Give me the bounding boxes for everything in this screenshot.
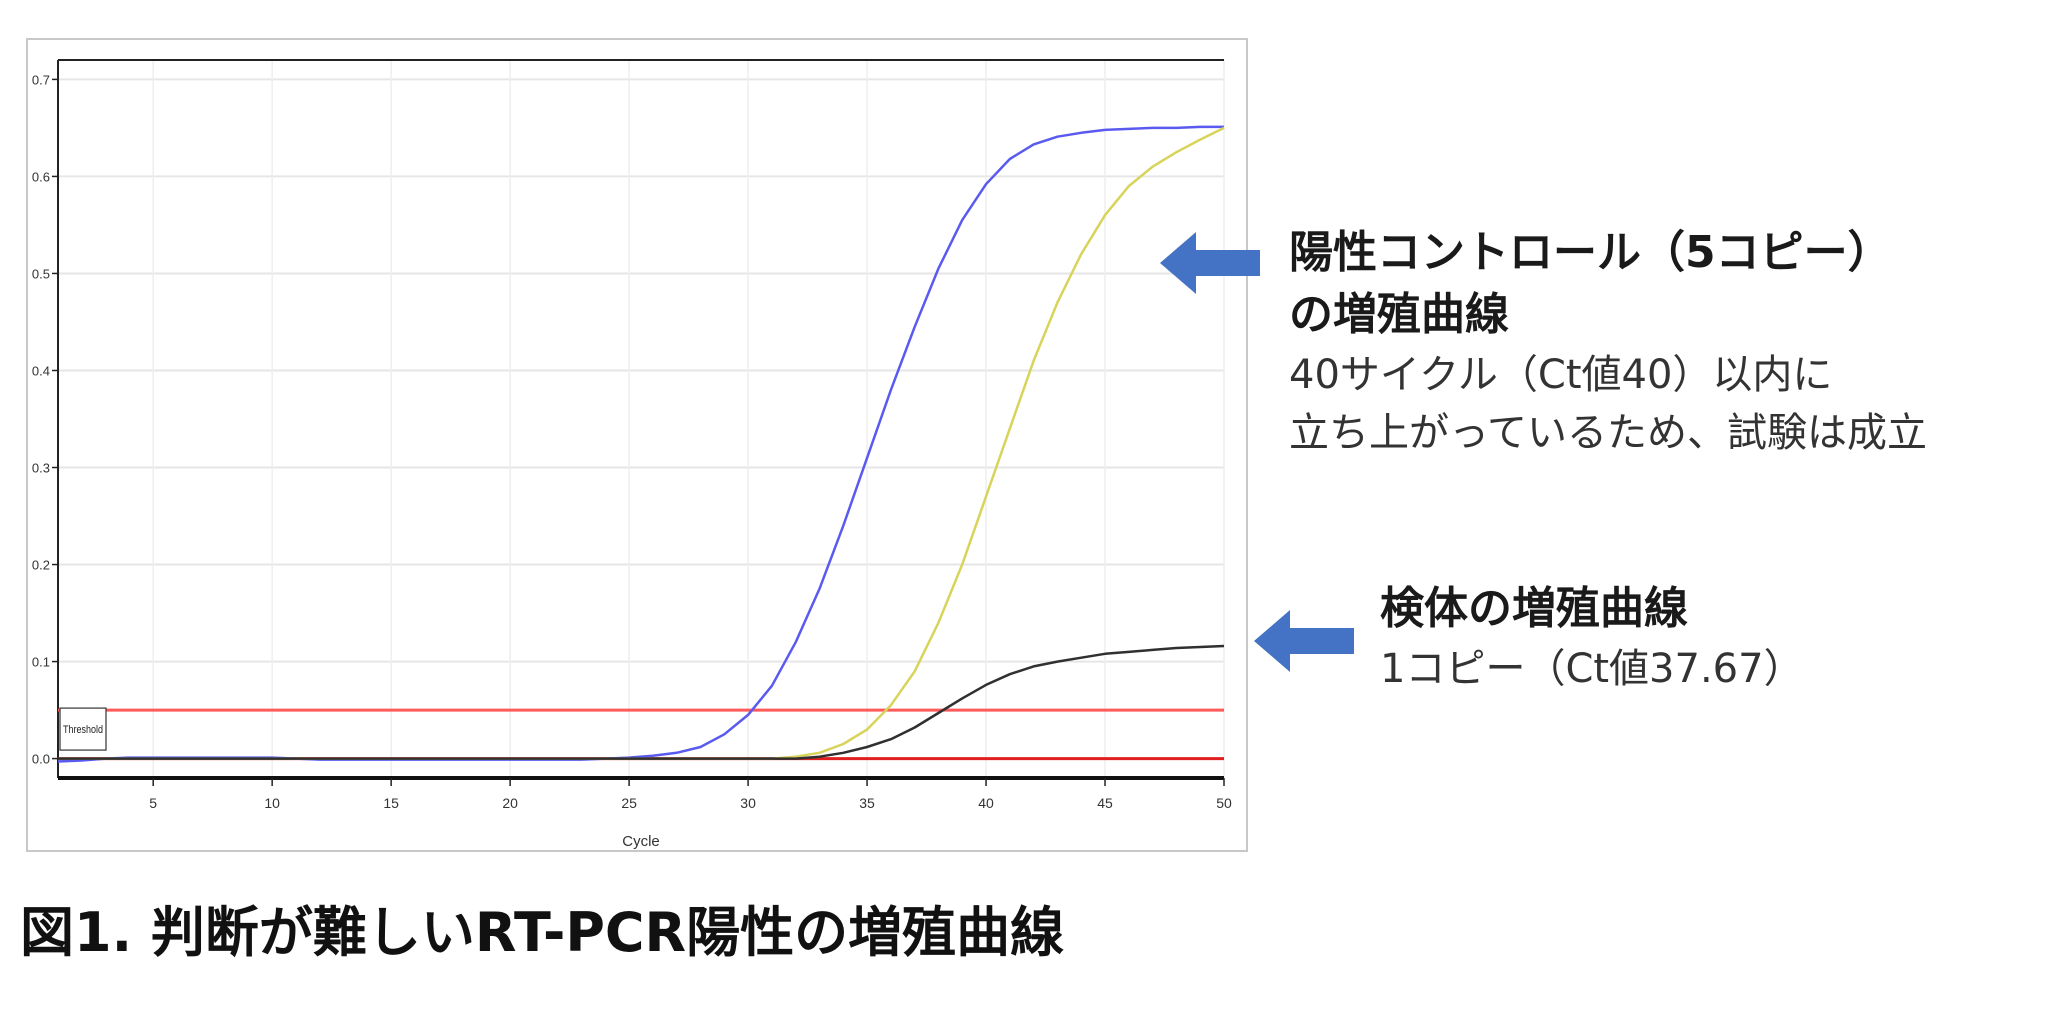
sample-body: 1コピー（Ct値37.67） <box>1380 646 1804 692</box>
threshold-label: Threshold <box>63 724 103 736</box>
y-tick-label: 0.4 <box>32 363 50 378</box>
amplification-chart: 0.0 0.1 0.2 0.3 0.4 0.5 0.6 0.7 5 10 15 20 25 30 35 40 4… <box>26 38 1248 852</box>
y-tick-label: 0.3 <box>32 461 50 476</box>
threshold-label-box <box>59 707 107 751</box>
series-line-3 <box>58 644 1225 760</box>
x-tick-label: 50 <box>1216 795 1232 811</box>
positive-control-body-line1: 40サイクル（Ct値40）以内に <box>1289 352 1833 398</box>
x-tick-label: 15 <box>383 795 399 811</box>
sample-arrow-icon <box>1254 610 1354 672</box>
x-tick-label: 20 <box>502 795 518 811</box>
x-tick-label: 25 <box>621 795 637 811</box>
x-tick-label: 45 <box>1097 795 1113 811</box>
sample-title: 検体の増殖曲線 <box>1380 583 1688 634</box>
sample-annotation: 検体の増殖曲線 1コピー（Ct値37.67） <box>1380 578 1804 698</box>
x-tick-label: 5 <box>149 795 157 811</box>
x-tick-label: 10 <box>264 795 280 811</box>
y-tick-label: 0.1 <box>32 655 50 670</box>
amplification-chart-svg: 0.0 0.1 0.2 0.3 0.4 0.5 0.6 0.7 5 10 15 20 25 30 35 40 4… <box>32 59 1232 850</box>
x-tick-label: 40 <box>978 795 994 811</box>
x-tick-label: 35 <box>859 795 875 811</box>
y-tick-label: 0.6 <box>32 169 50 184</box>
positive-control-arrow-icon <box>1160 232 1260 294</box>
y-tick-label: 0.7 <box>32 72 50 87</box>
y-tick-label: 0.5 <box>32 266 50 281</box>
x-tick-label: 30 <box>740 795 756 811</box>
positive-control-body-line2: 立ち上がっているため、試験は成立 <box>1289 410 1927 456</box>
positive-control-annotation: 陽性コントロール（5コピー） の増殖曲線 40サイクル（Ct値40）以内に 立ち… <box>1289 222 1927 462</box>
y-tick-label: 0.2 <box>32 558 50 573</box>
x-axis-label: Cycle <box>622 833 660 850</box>
positive-control-title-line1: 陽性コントロール（5コピー） <box>1289 227 1892 278</box>
figure-caption: 図1. 判断が難しいRT-PCR陽性の増殖曲線 <box>20 901 1065 964</box>
positive-control-title-line2: の増殖曲線 <box>1289 289 1509 340</box>
y-tick-label: 0.0 <box>32 752 50 767</box>
series-line-1 <box>57 125 1224 763</box>
